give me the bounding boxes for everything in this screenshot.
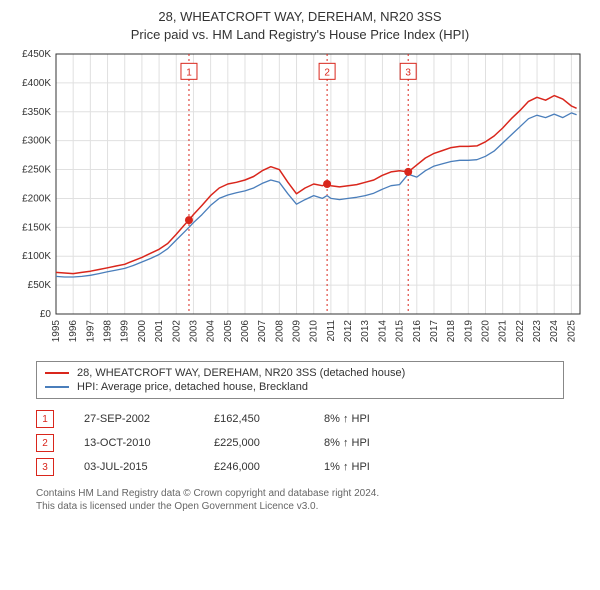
svg-text:2024: 2024 [549,320,560,343]
transaction-number-box: 3 [36,458,54,476]
svg-text:3: 3 [405,68,411,79]
svg-text:2015: 2015 [395,320,406,343]
svg-text:£350K: £350K [22,107,51,118]
transaction-date: 27-SEP-2002 [84,413,184,425]
footer-line-1: Contains HM Land Registry data © Crown c… [36,487,564,500]
svg-text:£400K: £400K [22,78,51,89]
svg-text:2004: 2004 [206,320,217,343]
transaction-date: 13-OCT-2010 [84,437,184,449]
svg-text:1: 1 [186,68,192,79]
svg-text:2: 2 [324,68,330,79]
svg-text:2009: 2009 [292,320,303,343]
svg-text:£250K: £250K [22,165,51,176]
transactions-table: 1 27-SEP-2002 £162,450 8% ↑ HPI 2 13-OCT… [36,407,564,479]
svg-text:2005: 2005 [223,320,234,343]
svg-text:1996: 1996 [68,320,79,343]
svg-text:2001: 2001 [154,320,165,343]
transaction-price: £246,000 [214,461,294,473]
svg-text:2019: 2019 [463,320,474,343]
svg-text:2017: 2017 [429,320,440,343]
transaction-diff: 1% ↑ HPI [324,461,394,473]
svg-text:2010: 2010 [309,320,320,343]
title-line-1: 28, WHEATCROFT WAY, DEREHAM, NR20 3SS [0,8,600,26]
svg-text:2018: 2018 [446,320,457,343]
svg-text:2011: 2011 [326,320,337,342]
line-chart: £0 £50K £100K £150K £200K £250K £300K £350K £400… [10,50,590,350]
legend-label: 28, WHEATCROFT WAY, DEREHAM, NR20 3SS (d… [77,367,405,379]
chart-container: 28, WHEATCROFT WAY, DEREHAM, NR20 3SS Pr… [0,0,600,590]
svg-text:£450K: £450K [22,50,51,60]
svg-text:£150K: £150K [22,223,51,234]
transaction-diff: 8% ↑ HPI [324,437,394,449]
title-line-2: Price paid vs. HM Land Registry's House … [0,26,600,44]
svg-text:1998: 1998 [103,320,114,343]
legend-label: HPI: Average price, detached house, Brec… [77,381,308,393]
table-row: 2 13-OCT-2010 £225,000 8% ↑ HPI [36,431,564,455]
title-block: 28, WHEATCROFT WAY, DEREHAM, NR20 3SS Pr… [0,0,600,44]
svg-text:2006: 2006 [240,320,251,343]
svg-text:2020: 2020 [481,320,492,343]
svg-text:£50K: £50K [28,280,52,291]
svg-text:2013: 2013 [360,320,371,343]
svg-text:£100K: £100K [22,252,51,263]
footer-line-2: This data is licensed under the Open Gov… [36,500,564,513]
legend-item: 28, WHEATCROFT WAY, DEREHAM, NR20 3SS (d… [45,366,555,380]
svg-text:1997: 1997 [85,320,96,343]
svg-text:£200K: £200K [22,194,51,205]
transaction-number-box: 2 [36,434,54,452]
svg-text:2023: 2023 [532,320,543,343]
svg-text:2025: 2025 [566,320,577,343]
chart-wrap: £0 £50K £100K £150K £200K £250K £300K £350K £400… [10,50,590,355]
svg-text:2003: 2003 [188,320,199,343]
transaction-diff: 8% ↑ HPI [324,413,394,425]
transaction-number-box: 1 [36,410,54,428]
transaction-price: £225,000 [214,437,294,449]
transaction-price: £162,450 [214,413,294,425]
table-row: 1 27-SEP-2002 £162,450 8% ↑ HPI [36,407,564,431]
svg-text:2016: 2016 [412,320,423,343]
svg-text:1995: 1995 [51,320,62,343]
transaction-date: 03-JUL-2015 [84,461,184,473]
svg-text:2008: 2008 [274,320,285,343]
svg-text:£300K: £300K [22,136,51,147]
svg-text:2002: 2002 [171,320,182,343]
svg-text:2000: 2000 [137,320,148,343]
table-row: 3 03-JUL-2015 £246,000 1% ↑ HPI [36,455,564,479]
legend: 28, WHEATCROFT WAY, DEREHAM, NR20 3SS (d… [36,361,564,399]
legend-swatch [45,386,69,388]
svg-text:2022: 2022 [515,320,526,343]
svg-text:2007: 2007 [257,320,268,343]
svg-text:2014: 2014 [377,320,388,343]
legend-item: HPI: Average price, detached house, Brec… [45,380,555,394]
legend-swatch [45,372,69,374]
footer: Contains HM Land Registry data © Crown c… [36,487,564,513]
svg-text:2012: 2012 [343,320,354,343]
svg-text:£0: £0 [40,309,52,320]
svg-text:2021: 2021 [498,320,509,343]
svg-text:1999: 1999 [120,320,131,343]
